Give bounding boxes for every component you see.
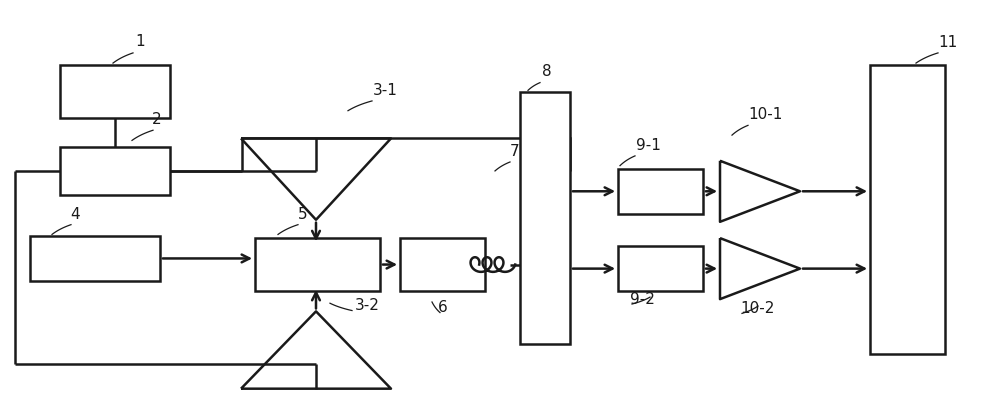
Bar xyxy=(618,246,703,291)
Text: 1: 1 xyxy=(135,34,145,49)
Bar xyxy=(60,147,170,195)
Text: 7: 7 xyxy=(510,144,520,159)
Bar xyxy=(520,92,570,344)
Text: 9-2: 9-2 xyxy=(630,292,655,307)
Text: 10-2: 10-2 xyxy=(740,301,774,316)
Text: 3-2: 3-2 xyxy=(355,298,380,313)
Text: 4: 4 xyxy=(70,207,80,222)
Text: 2: 2 xyxy=(152,112,162,127)
Text: 3-1: 3-1 xyxy=(373,83,398,98)
Bar xyxy=(870,65,945,354)
Text: 5: 5 xyxy=(298,207,308,222)
Bar xyxy=(618,169,703,214)
Bar xyxy=(400,238,485,291)
Bar xyxy=(255,238,380,291)
Text: 11: 11 xyxy=(938,35,957,50)
Text: 8: 8 xyxy=(542,64,552,79)
Bar xyxy=(30,236,160,281)
Text: 10-1: 10-1 xyxy=(748,107,782,122)
Text: 9-1: 9-1 xyxy=(636,138,661,153)
Text: 6: 6 xyxy=(438,300,448,315)
Bar xyxy=(60,65,170,118)
